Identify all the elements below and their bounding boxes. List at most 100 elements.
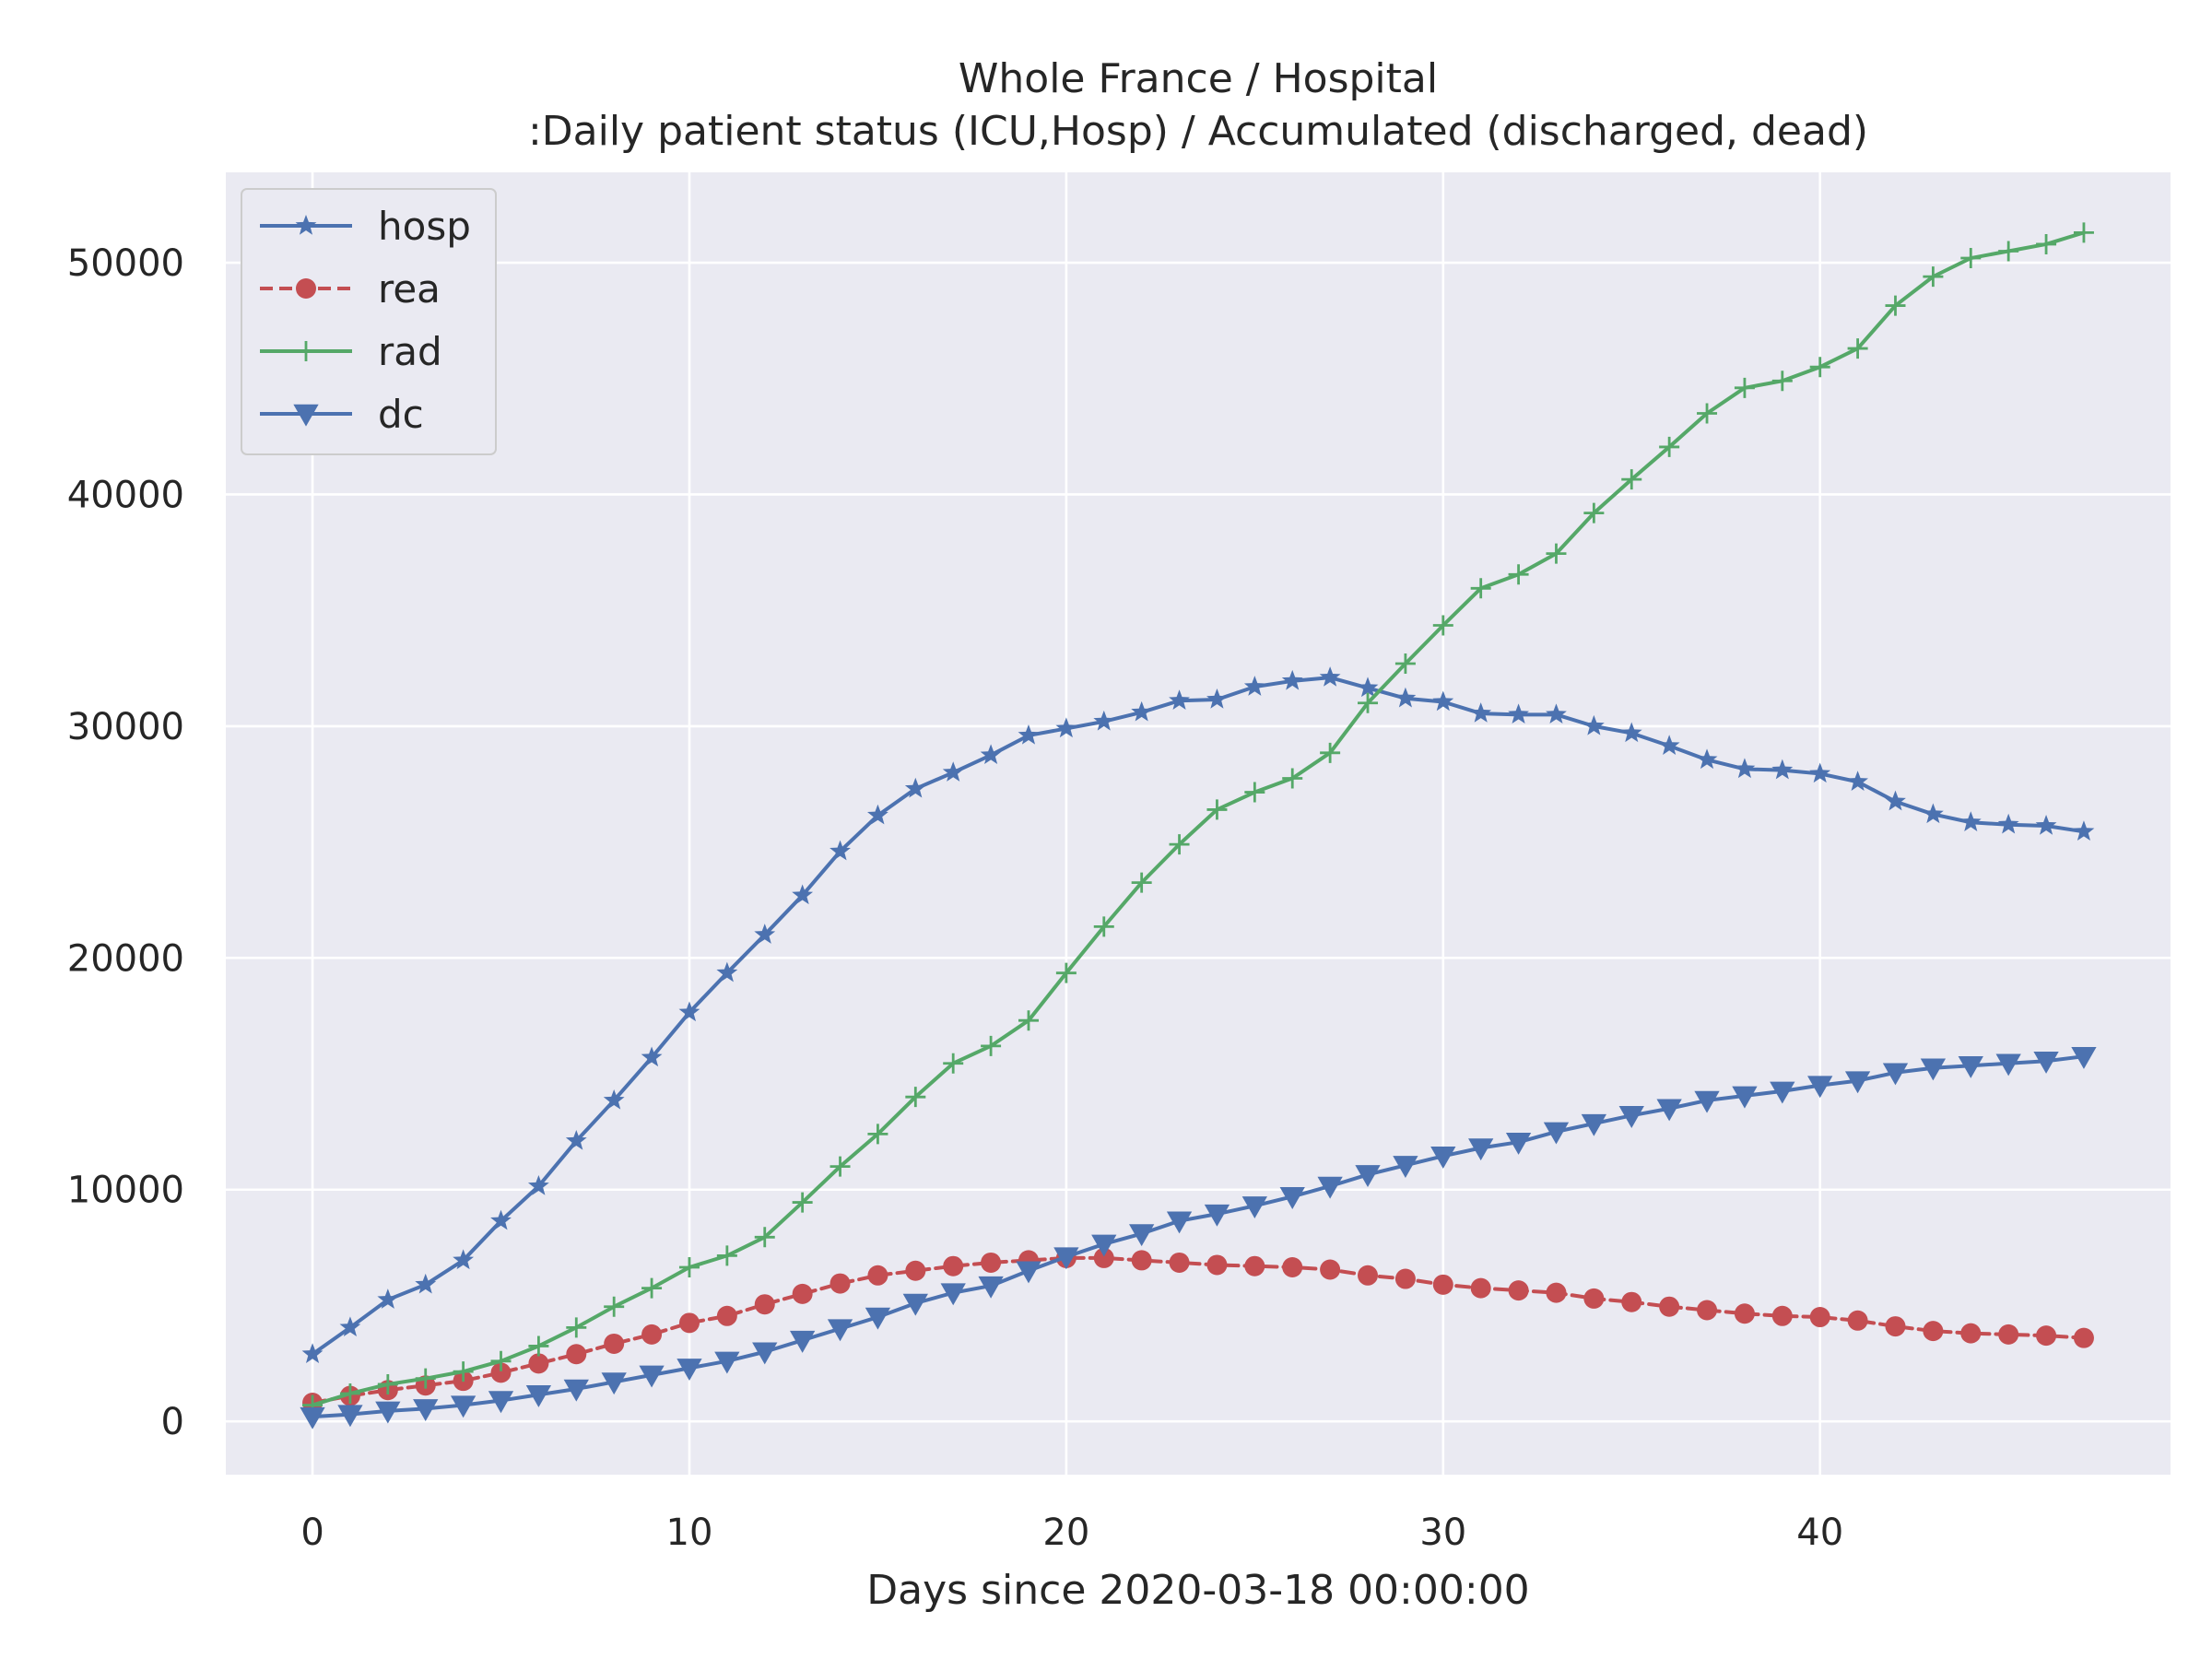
data-point-rad: [716, 1245, 737, 1266]
data-point-hosp: [603, 1088, 625, 1110]
data-point-dc: [752, 1342, 778, 1365]
data-point-dc: [1279, 1187, 1305, 1209]
data-point-rea: [792, 1283, 813, 1304]
data-point-dc: [1958, 1056, 1983, 1078]
chart-title: Whole France / Hospital: [959, 55, 1438, 102]
data-point-dc: [902, 1293, 928, 1316]
data-point-rad: [1358, 692, 1379, 713]
data-point-dc: [1732, 1086, 1758, 1109]
data-point-hosp: [1243, 676, 1265, 696]
x-tick-label: 10: [666, 1512, 713, 1554]
data-point-rad: [1885, 295, 1906, 316]
data-point-rad: [1508, 564, 1529, 585]
data-point-hosp: [1809, 762, 1831, 783]
series-line-hosp: [311, 676, 2086, 1357]
chart-subtitle: :Daily patient status (ICU,Hosp) / Accum…: [528, 108, 1868, 155]
y-tick-label: 20000: [67, 937, 184, 980]
data-point-rad: [1244, 782, 1265, 803]
data-point-rad: [1470, 578, 1491, 599]
data-point-hosp: [1734, 758, 1756, 779]
data-point-dc: [375, 1401, 401, 1424]
data-point-rad: [1018, 1010, 1039, 1031]
data-point-dc: [1694, 1090, 1720, 1113]
data-point-rea: [1923, 1321, 1944, 1342]
legend-label-dc: dc: [378, 392, 424, 437]
data-point-dc: [450, 1395, 477, 1418]
data-point-dc: [2071, 1046, 2097, 1069]
data-point-rad: [415, 1368, 436, 1389]
data-point-rea: [830, 1273, 851, 1294]
data-point-dc: [1505, 1132, 1532, 1155]
data-point-dc: [2033, 1051, 2059, 1074]
data-point-dc: [1920, 1058, 1947, 1081]
data-point-rad: [1282, 768, 1303, 789]
data-point-rea: [1432, 1274, 1453, 1295]
legend-marker-rad: [296, 341, 316, 361]
data-point-rad: [1583, 502, 1605, 524]
plot-background: [226, 172, 2171, 1475]
data-point-rea: [1583, 1288, 1605, 1309]
data-point-rea: [1320, 1259, 1341, 1280]
data-point-rad: [1923, 266, 1944, 288]
x-tick-label: 0: [300, 1512, 324, 1554]
x-tick-label: 30: [1419, 1512, 1466, 1554]
data-point-rad: [792, 1192, 813, 1213]
data-point-dc: [865, 1307, 891, 1330]
data-point-rad: [1394, 653, 1416, 675]
data-point-hosp: [867, 804, 888, 825]
legend-marker-dc: [293, 404, 319, 427]
data-point-hosp: [565, 1129, 587, 1150]
data-point-dc: [1882, 1063, 1909, 1086]
series-dc: [300, 1046, 2097, 1430]
data-point-hosp: [1169, 689, 1190, 710]
data-point-rad: [1771, 371, 1793, 392]
data-point-rad: [339, 1383, 360, 1404]
data-point-hosp: [415, 1273, 437, 1294]
data-point-rea: [1093, 1247, 1114, 1268]
series-line-rad: [311, 230, 2086, 1407]
data-point-rea: [566, 1344, 587, 1365]
data-point-rad: [1734, 377, 1755, 398]
data-point-hosp: [2035, 815, 2057, 835]
x-axis-label: Days since 2020-03-18 00:00:00: [866, 1567, 1529, 1614]
data-point-hosp: [1281, 669, 1303, 690]
data-point-dc: [1543, 1122, 1570, 1145]
data-point-rea: [1659, 1296, 1680, 1317]
y-tick-label: 0: [161, 1401, 184, 1443]
data-point-rad: [1320, 742, 1341, 763]
data-point-hosp: [830, 840, 851, 861]
series-rea: [302, 1247, 2094, 1414]
data-point-hosp: [453, 1249, 475, 1270]
data-point-rad: [528, 1335, 549, 1357]
data-point-dc: [1995, 1053, 2021, 1077]
data-point-rad: [1809, 357, 1830, 378]
data-point-rad: [1847, 338, 1868, 359]
data-point-dc: [300, 1406, 325, 1430]
data-point-rea: [1394, 1268, 1416, 1289]
data-point-rad: [1621, 469, 1642, 490]
data-point-hosp: [1093, 710, 1115, 731]
data-point-dc: [1091, 1234, 1117, 1257]
data-point-rea: [1809, 1307, 1830, 1328]
data-point-rad: [1055, 962, 1077, 983]
ticks: 0 10 20 30 40 0 10000 20000 30000 40000 50000: [67, 242, 1843, 1554]
data-point-rad: [1432, 615, 1453, 636]
data-point-rad: [2073, 222, 2094, 243]
data-point-rad: [1998, 241, 2019, 262]
series-rad: [302, 222, 2094, 1416]
data-point-hosp: [1470, 702, 1492, 723]
data-point-rea: [2073, 1327, 2094, 1348]
data-point-dc: [639, 1365, 665, 1388]
data-point-dc: [677, 1359, 702, 1381]
data-point-dc: [1166, 1211, 1193, 1234]
data-point-hosp: [1959, 811, 1982, 831]
data-point-rea: [1470, 1277, 1491, 1299]
data-point-rad: [1697, 403, 1718, 424]
legend-marker-rea: [296, 278, 316, 299]
x-tick-label: 40: [1796, 1512, 1843, 1554]
data-point-dc: [337, 1405, 363, 1428]
data-point-rea: [604, 1333, 625, 1354]
data-point-dc: [940, 1283, 966, 1306]
data-point-rad: [1206, 799, 1228, 820]
